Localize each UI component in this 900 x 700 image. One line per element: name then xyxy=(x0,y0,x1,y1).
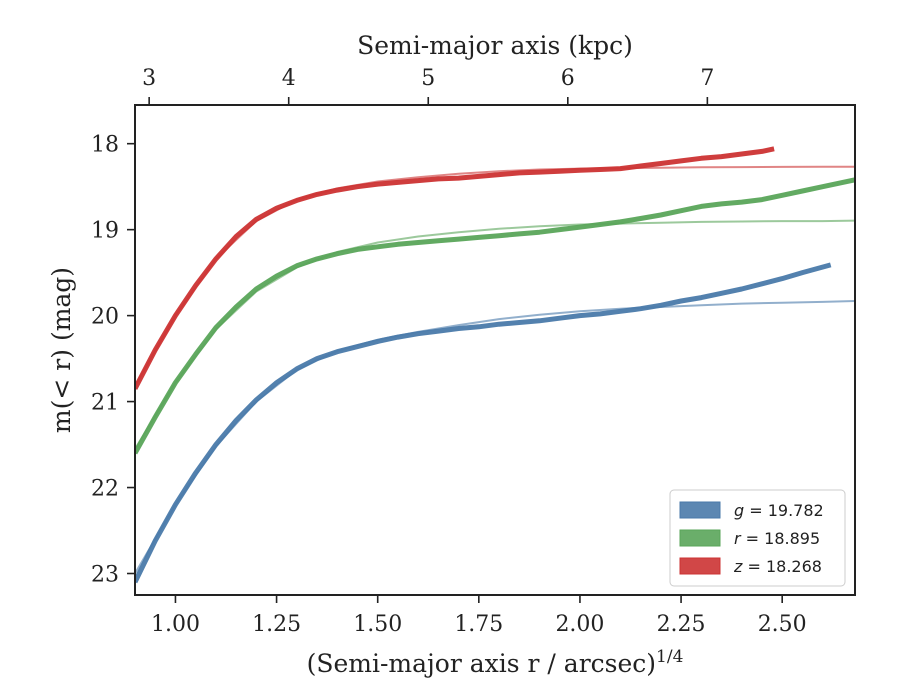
x-axis-title-exponent: 1/4 xyxy=(656,647,683,667)
y-tick-label: 18 xyxy=(91,133,119,158)
legend-label-r: r = 18.895 xyxy=(734,529,820,548)
y-tick-label: 20 xyxy=(91,305,119,330)
series-g-profile-band xyxy=(135,262,832,584)
x-tick-label: 1.75 xyxy=(454,612,503,637)
series-r-profile-band xyxy=(135,177,855,455)
top-x-axis-title: Semi-major axis (kpc) xyxy=(357,31,633,60)
y-axis-title: m(< r) (mag) xyxy=(47,267,76,433)
x-tick-label: 2.00 xyxy=(555,612,604,637)
top-x-tick-label: 7 xyxy=(700,66,714,91)
y-tick-label: 22 xyxy=(91,477,119,502)
series-z-profile-band xyxy=(135,146,775,390)
x-axis-title: (Semi-major axis r / arcsec)1/4 xyxy=(307,647,684,678)
legend: g = 19.782 r = 18.895 z = 18.268 xyxy=(669,489,846,587)
legend-swatch-z xyxy=(679,557,721,575)
top-x-tick-label: 6 xyxy=(561,66,575,91)
y-tick-label: 19 xyxy=(91,219,119,244)
legend-label-z: z = 18.268 xyxy=(733,557,822,576)
x-tick-label: 1.50 xyxy=(353,612,402,637)
x-tick-label: 1.25 xyxy=(252,612,301,637)
y-tick-label: 23 xyxy=(91,563,119,588)
x-tick-label: 2.50 xyxy=(758,612,807,637)
top-x-axis: 3 4 5 6 7 xyxy=(142,66,714,105)
legend-swatch-g xyxy=(679,501,721,519)
legend-label-g: g = 19.782 xyxy=(734,501,824,520)
bottom-x-axis: 1.00 1.25 1.50 1.75 2.00 2.25 2.50 xyxy=(151,595,807,637)
plot-area xyxy=(135,146,855,584)
x-axis-title-text: (Semi-major axis r / arcsec) xyxy=(307,649,656,678)
plot-frame xyxy=(134,104,856,596)
y-tick-label: 21 xyxy=(91,391,119,416)
x-tick-label: 1.00 xyxy=(151,612,200,637)
legend-swatch-r xyxy=(679,529,721,547)
y-axis: 18 19 20 21 22 23 xyxy=(91,133,135,588)
top-x-tick-label: 4 xyxy=(282,66,296,91)
top-x-tick-label: 5 xyxy=(421,66,435,91)
top-x-tick-label: 3 xyxy=(142,66,156,91)
x-tick-label: 2.25 xyxy=(657,612,706,637)
